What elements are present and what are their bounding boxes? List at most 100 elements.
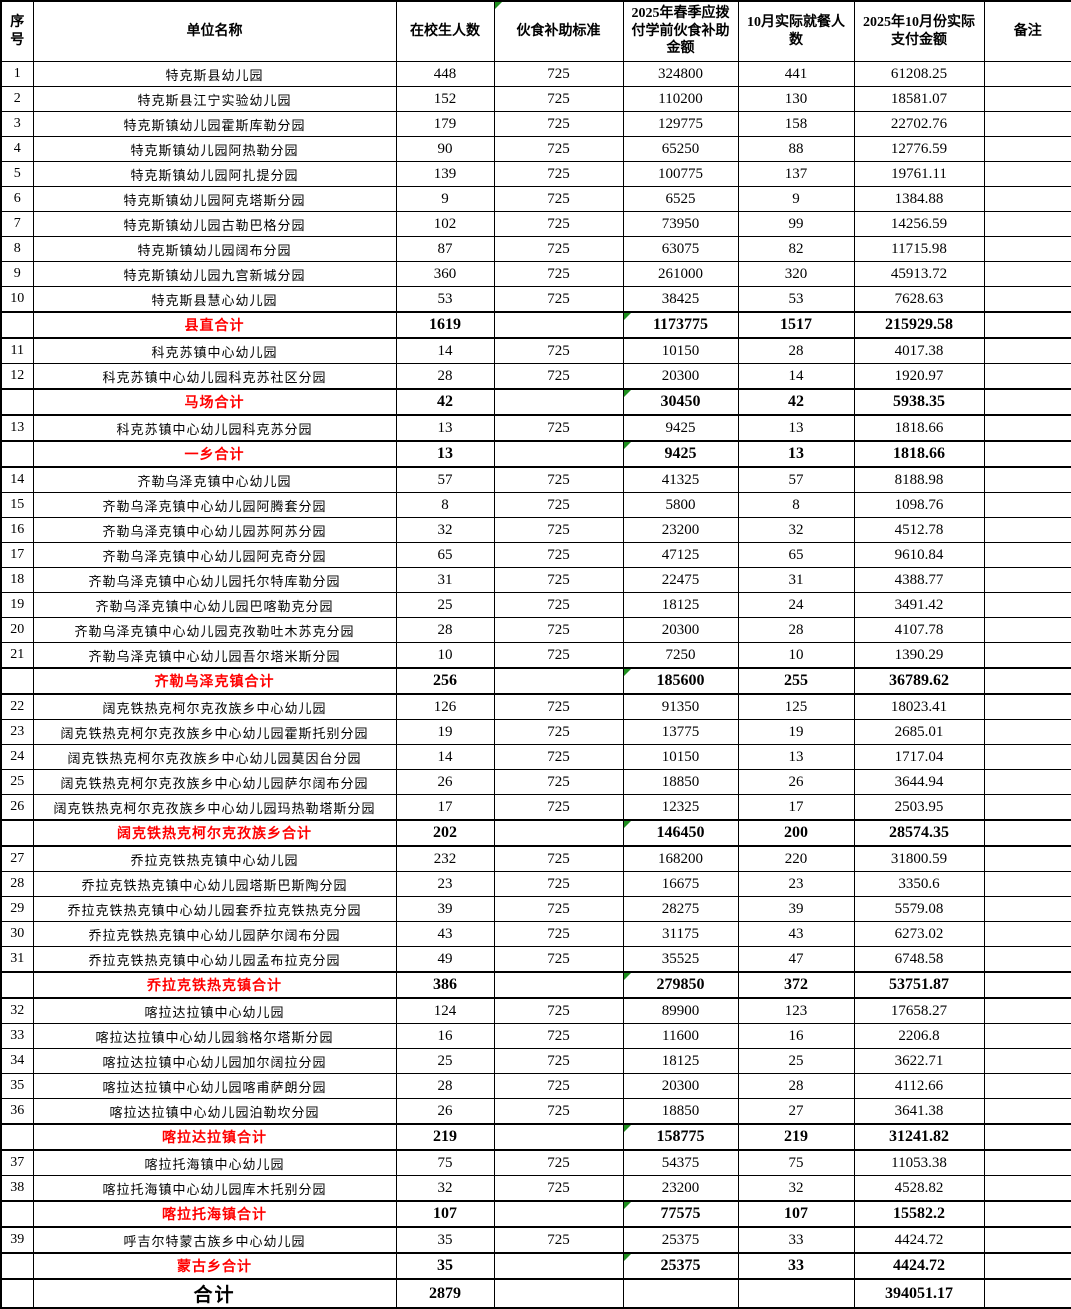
cell-oct-actual-diners[interactable]: 57: [737, 466, 855, 493]
cell-subsidy-standard[interactable]: 725: [493, 845, 624, 872]
cell-unit-name[interactable]: 喀拉达拉镇中心幼儿园翁格尔塔斯分园: [32, 1023, 397, 1049]
cell-enrolled-students[interactable]: 202: [395, 819, 495, 847]
cell-oct-paid-amount[interactable]: 7628.63: [853, 286, 985, 313]
cell-enrolled-students[interactable]: 57: [395, 466, 495, 493]
cell-enrolled-students[interactable]: 31: [395, 567, 495, 593]
cell-remark[interactable]: [983, 744, 1071, 770]
cell-spring-allocation-amount[interactable]: 23200: [622, 517, 739, 543]
cell-remark[interactable]: [983, 819, 1071, 847]
header-oct-paid-amount[interactable]: 2025年10月份实际支付金额: [853, 0, 985, 62]
cell-enrolled-students[interactable]: 219: [395, 1123, 495, 1151]
cell-spring-allocation-amount[interactable]: 13775: [622, 719, 739, 745]
cell-unit-name[interactable]: 乔拉克铁热克镇中心幼儿园塔斯巴斯陶分园: [32, 871, 397, 897]
cell-serial-number[interactable]: 23: [0, 719, 34, 745]
cell-spring-allocation-amount[interactable]: 158775: [622, 1123, 739, 1151]
cell-unit-name[interactable]: 齐勒乌泽克镇合计: [32, 667, 397, 695]
cell-enrolled-students[interactable]: 14: [395, 744, 495, 770]
cell-enrolled-students[interactable]: 8: [395, 492, 495, 518]
cell-oct-paid-amount[interactable]: 1818.66: [853, 414, 985, 442]
cell-subsidy-standard[interactable]: 725: [493, 769, 624, 795]
cell-oct-paid-amount[interactable]: 4424.72: [853, 1252, 985, 1280]
cell-unit-name[interactable]: 特克斯县慧心幼儿园: [32, 286, 397, 313]
cell-enrolled-students[interactable]: 448: [395, 61, 495, 87]
cell-oct-paid-amount[interactable]: 61208.25: [853, 61, 985, 87]
cell-oct-actual-diners[interactable]: 130: [737, 86, 855, 112]
cell-unit-name[interactable]: 特克斯镇幼儿园阔布分园: [32, 236, 397, 262]
cell-oct-actual-diners[interactable]: 88: [737, 136, 855, 162]
cell-subsidy-standard[interactable]: 725: [493, 921, 624, 947]
cell-oct-actual-diners[interactable]: 24: [737, 592, 855, 618]
cell-unit-name[interactable]: 齐勒乌泽克镇中心幼儿园苏阿苏分园: [32, 517, 397, 543]
cell-unit-name[interactable]: 阔克铁热克柯尔克孜族乡中心幼儿园玛热勒塔斯分园: [32, 794, 397, 821]
cell-subsidy-standard[interactable]: 725: [493, 744, 624, 770]
cell-subsidy-standard[interactable]: 725: [493, 286, 624, 313]
cell-remark[interactable]: [983, 567, 1071, 593]
cell-subsidy-standard[interactable]: 725: [493, 211, 624, 237]
cell-oct-actual-diners[interactable]: 441: [737, 61, 855, 87]
cell-spring-allocation-amount[interactable]: 31175: [622, 921, 739, 947]
cell-unit-name[interactable]: 县直合计: [32, 311, 397, 339]
header-remark[interactable]: 备注: [983, 0, 1071, 62]
cell-oct-paid-amount[interactable]: 1390.29: [853, 642, 985, 669]
cell-serial-number[interactable]: 36: [0, 1098, 34, 1125]
cell-subsidy-standard[interactable]: 725: [493, 1149, 624, 1176]
cell-spring-allocation-amount[interactable]: 35525: [622, 946, 739, 973]
cell-unit-name[interactable]: 齐勒乌泽克镇中心幼儿园巴喀勒克分园: [32, 592, 397, 618]
cell-spring-allocation-amount[interactable]: 20300: [622, 1073, 739, 1099]
cell-subsidy-standard[interactable]: 725: [493, 86, 624, 112]
cell-unit-name[interactable]: 特克斯镇幼儿园霍斯库勒分园: [32, 111, 397, 137]
cell-oct-paid-amount[interactable]: 45913.72: [853, 261, 985, 287]
header-enrolled-students[interactable]: 在校生人数: [395, 0, 495, 62]
cell-subsidy-standard[interactable]: 725: [493, 492, 624, 518]
cell-remark[interactable]: [983, 542, 1071, 568]
cell-serial-number[interactable]: 12: [0, 363, 34, 390]
cell-subsidy-standard[interactable]: 725: [493, 337, 624, 364]
cell-spring-allocation-amount[interactable]: 18850: [622, 769, 739, 795]
cell-unit-name[interactable]: 乔拉克铁热克镇中心幼儿园: [32, 845, 397, 872]
cell-serial-number[interactable]: [0, 971, 34, 999]
cell-unit-name[interactable]: 喀拉达拉镇中心幼儿园加尔阔拉分园: [32, 1048, 397, 1074]
cell-serial-number[interactable]: 16: [0, 517, 34, 543]
header-subsidy-standard[interactable]: 伙食补助标准: [493, 0, 624, 62]
cell-oct-actual-diners[interactable]: 53: [737, 286, 855, 313]
cell-oct-paid-amount[interactable]: 11053.38: [853, 1149, 985, 1176]
cell-spring-allocation-amount[interactable]: [622, 1278, 739, 1309]
cell-enrolled-students[interactable]: 49: [395, 946, 495, 973]
cell-serial-number[interactable]: 2: [0, 86, 34, 112]
cell-unit-name[interactable]: 阔克铁热克柯尔克孜族乡中心幼儿园萨尔阔布分园: [32, 769, 397, 795]
cell-subsidy-standard[interactable]: 725: [493, 1048, 624, 1074]
cell-remark[interactable]: [983, 845, 1071, 872]
cell-oct-actual-diners[interactable]: 137: [737, 161, 855, 187]
cell-enrolled-students[interactable]: 179: [395, 111, 495, 137]
cell-spring-allocation-amount[interactable]: 129775: [622, 111, 739, 137]
cell-spring-allocation-amount[interactable]: 18125: [622, 1048, 739, 1074]
cell-oct-paid-amount[interactable]: 3644.94: [853, 769, 985, 795]
cell-serial-number[interactable]: 1: [0, 61, 34, 87]
cell-subsidy-standard[interactable]: 725: [493, 363, 624, 390]
cell-serial-number[interactable]: 5: [0, 161, 34, 187]
cell-oct-paid-amount[interactable]: 394051.17: [853, 1278, 985, 1309]
cell-subsidy-standard[interactable]: 725: [493, 1226, 624, 1254]
cell-spring-allocation-amount[interactable]: 110200: [622, 86, 739, 112]
cell-subsidy-standard[interactable]: 725: [493, 542, 624, 568]
cell-unit-name[interactable]: 科克苏镇中心幼儿园: [32, 337, 397, 364]
cell-oct-paid-amount[interactable]: 3622.71: [853, 1048, 985, 1074]
cell-unit-name[interactable]: 特克斯镇幼儿园阿热勒分园: [32, 136, 397, 162]
cell-oct-actual-diners[interactable]: 27: [737, 1098, 855, 1125]
cell-enrolled-students[interactable]: 75: [395, 1149, 495, 1176]
cell-remark[interactable]: [983, 1149, 1071, 1176]
cell-subsidy-standard[interactable]: 725: [493, 61, 624, 87]
cell-unit-name[interactable]: 齐勒乌泽克镇中心幼儿园阿克奇分园: [32, 542, 397, 568]
cell-spring-allocation-amount[interactable]: 5800: [622, 492, 739, 518]
header-serial-number[interactable]: 序号: [0, 0, 34, 62]
cell-oct-actual-diners[interactable]: 28: [737, 1073, 855, 1099]
cell-oct-actual-diners[interactable]: 25: [737, 1048, 855, 1074]
cell-enrolled-students[interactable]: 35: [395, 1252, 495, 1280]
cell-subsidy-standard[interactable]: [493, 667, 624, 695]
cell-subsidy-standard[interactable]: 725: [493, 236, 624, 262]
cell-subsidy-standard[interactable]: 725: [493, 946, 624, 973]
cell-unit-name[interactable]: 特克斯镇幼儿园九宫新城分园: [32, 261, 397, 287]
cell-spring-allocation-amount[interactable]: 9425: [622, 440, 739, 468]
cell-serial-number[interactable]: 37: [0, 1149, 34, 1176]
cell-subsidy-standard[interactable]: 725: [493, 592, 624, 618]
